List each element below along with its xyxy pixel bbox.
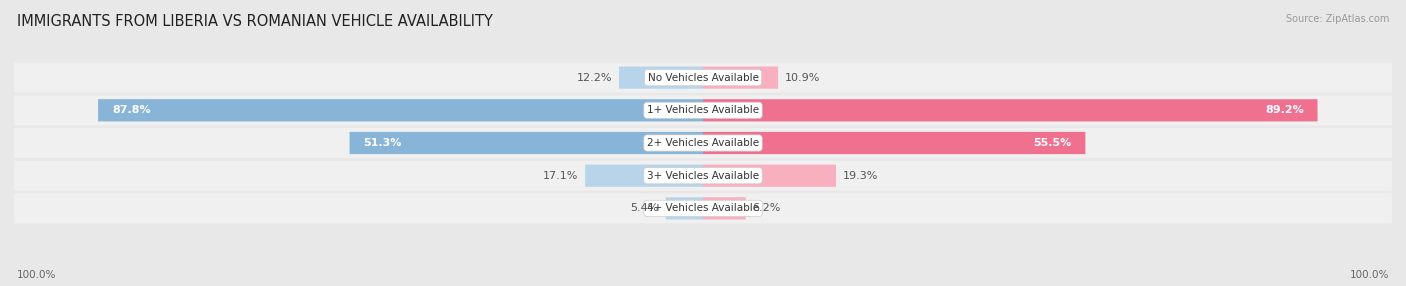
FancyBboxPatch shape (14, 161, 1392, 191)
Text: 12.2%: 12.2% (576, 73, 612, 83)
Text: 10.9%: 10.9% (785, 73, 820, 83)
FancyBboxPatch shape (14, 95, 1392, 125)
FancyBboxPatch shape (703, 99, 1317, 122)
FancyBboxPatch shape (703, 197, 745, 219)
Text: 2+ Vehicles Available: 2+ Vehicles Available (647, 138, 759, 148)
Text: 17.1%: 17.1% (543, 171, 578, 181)
Text: No Vehicles Available: No Vehicles Available (648, 73, 758, 83)
Text: 100.0%: 100.0% (17, 270, 56, 280)
Text: 19.3%: 19.3% (842, 171, 879, 181)
FancyBboxPatch shape (666, 197, 703, 219)
Text: 89.2%: 89.2% (1265, 105, 1303, 115)
FancyBboxPatch shape (619, 67, 703, 89)
Text: 100.0%: 100.0% (1350, 270, 1389, 280)
FancyBboxPatch shape (14, 63, 1392, 93)
FancyBboxPatch shape (585, 164, 703, 187)
FancyBboxPatch shape (703, 132, 1085, 154)
Text: 4+ Vehicles Available: 4+ Vehicles Available (647, 203, 759, 213)
Text: 87.8%: 87.8% (112, 105, 150, 115)
Text: 3+ Vehicles Available: 3+ Vehicles Available (647, 171, 759, 181)
FancyBboxPatch shape (98, 99, 703, 122)
Text: 6.2%: 6.2% (752, 203, 780, 213)
FancyBboxPatch shape (703, 164, 837, 187)
Text: 51.3%: 51.3% (363, 138, 402, 148)
FancyBboxPatch shape (350, 132, 703, 154)
FancyBboxPatch shape (14, 193, 1392, 223)
Text: Source: ZipAtlas.com: Source: ZipAtlas.com (1285, 14, 1389, 24)
Text: 55.5%: 55.5% (1033, 138, 1071, 148)
FancyBboxPatch shape (703, 67, 778, 89)
Text: 1+ Vehicles Available: 1+ Vehicles Available (647, 105, 759, 115)
Text: IMMIGRANTS FROM LIBERIA VS ROMANIAN VEHICLE AVAILABILITY: IMMIGRANTS FROM LIBERIA VS ROMANIAN VEHI… (17, 14, 492, 29)
FancyBboxPatch shape (14, 128, 1392, 158)
Text: 5.4%: 5.4% (630, 203, 659, 213)
